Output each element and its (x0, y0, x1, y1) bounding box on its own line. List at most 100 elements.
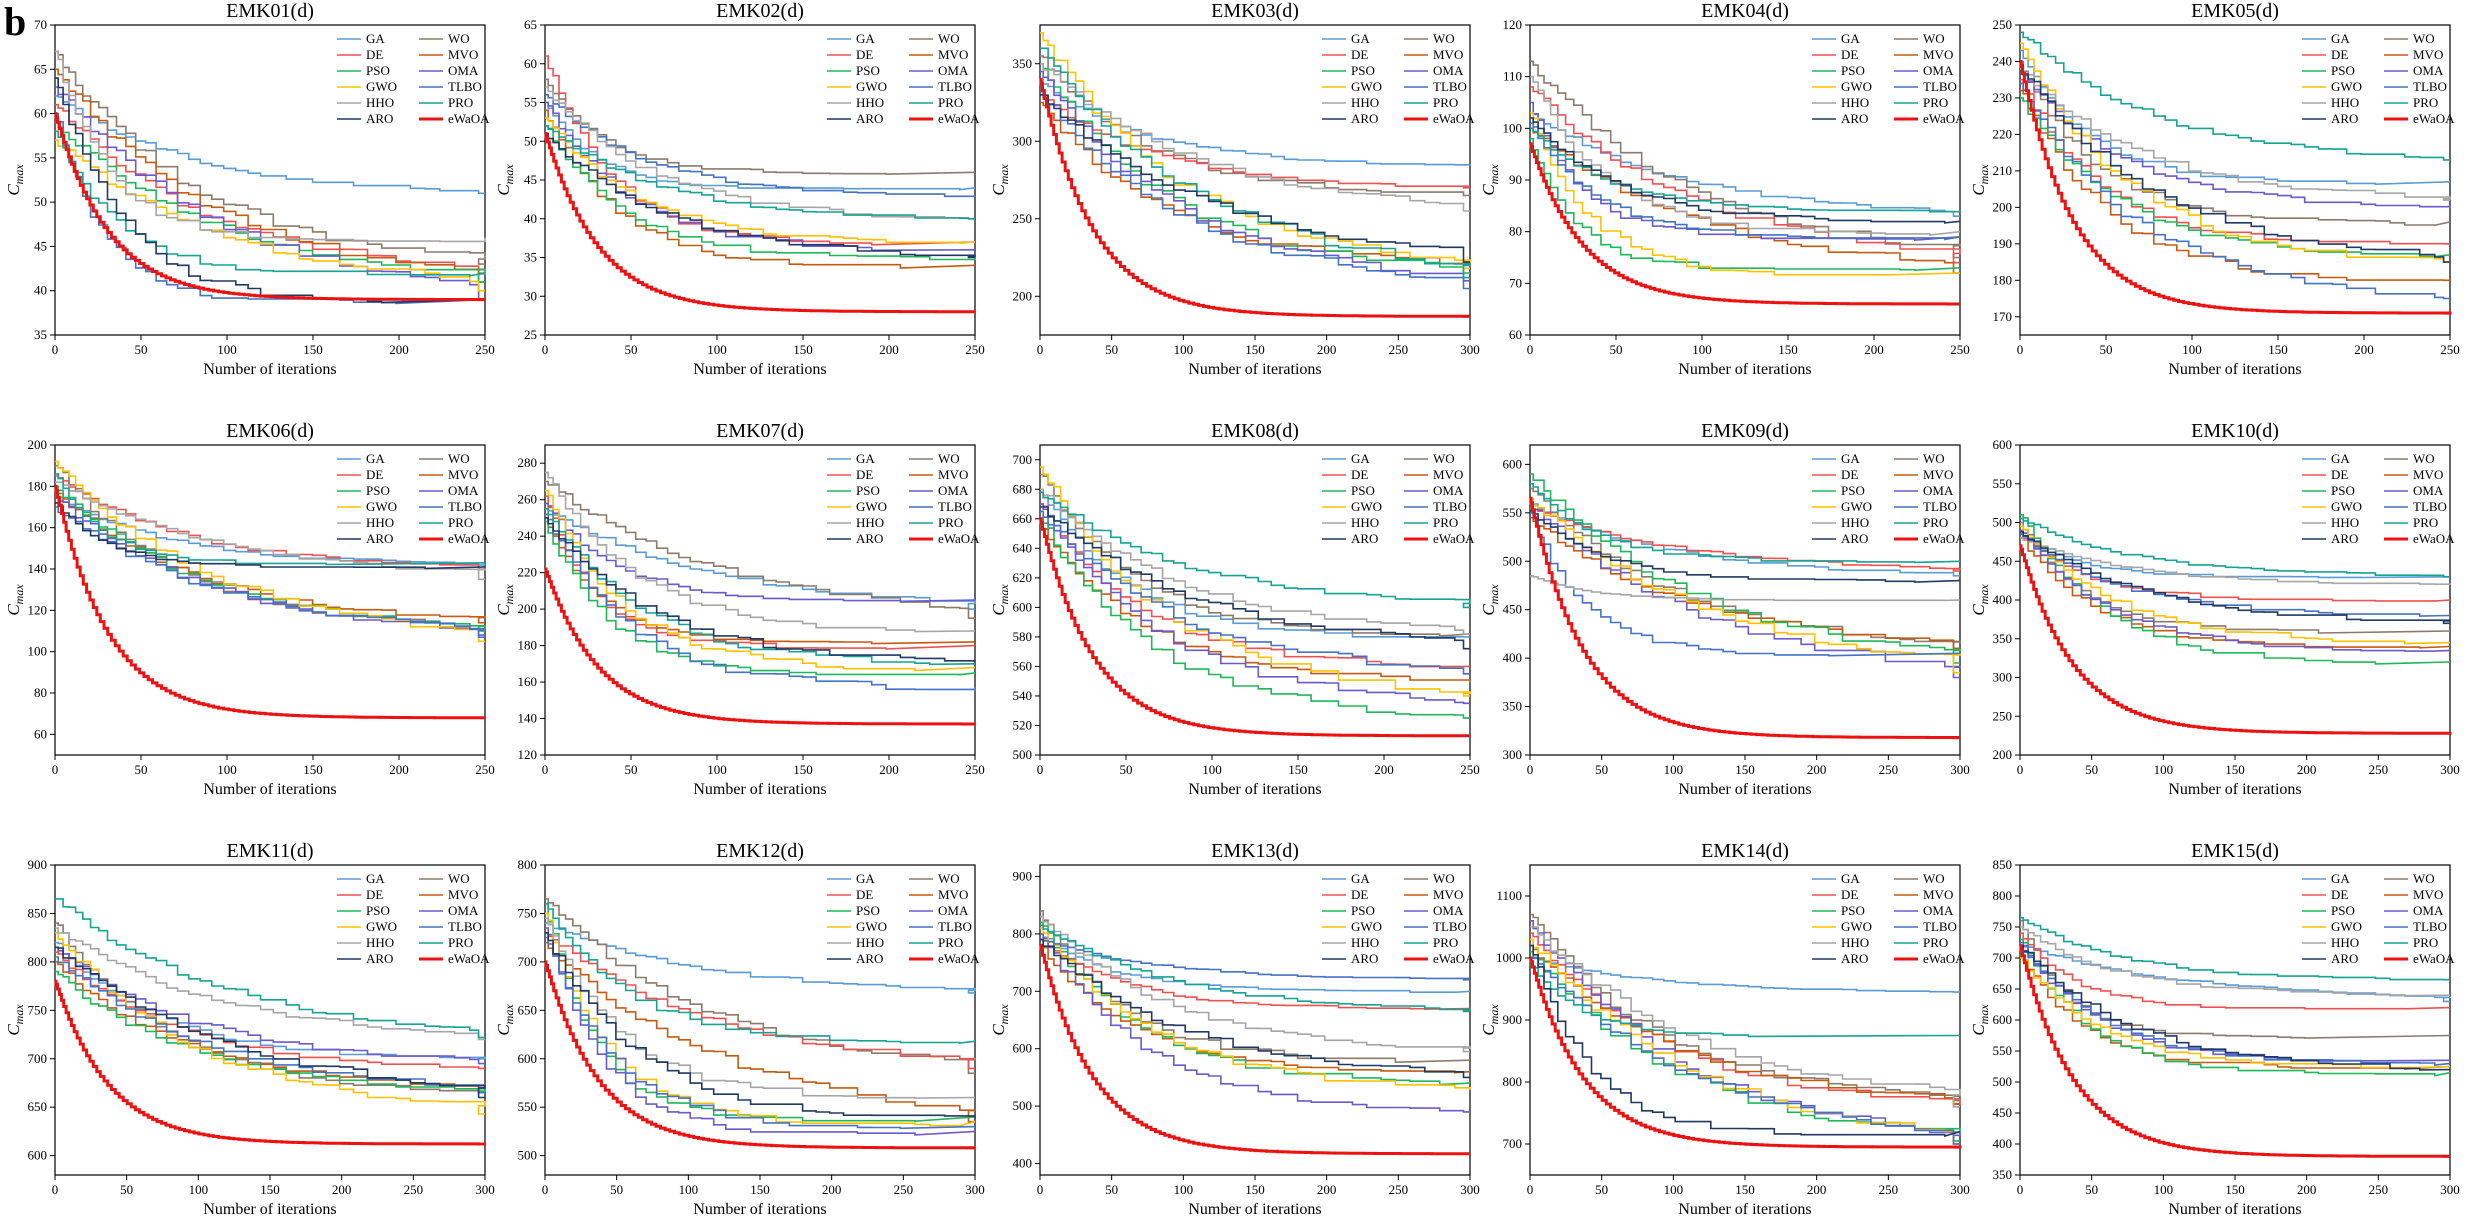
chart-14: EMK14(d) 0 50 100 150 200 250 300 700 800 900 1000 1… (1479, 840, 1970, 1218)
x-tick-label: 0 (2017, 1182, 2024, 1197)
legend-label-ga: GA (366, 871, 385, 886)
series-line-hho (545, 471, 976, 633)
series-line-ewaoa (1529, 956, 1962, 1149)
legend-label-de: DE (2331, 47, 2348, 62)
legend-label-tlbo: TLBO (1433, 79, 1467, 94)
legend-label-pro: PRO (938, 95, 963, 110)
chart-10: EMK10(d) 0 50 100 150 200 250 300 200 250 300 350 40… (1969, 420, 2460, 798)
x-axis-label: Number of iterations (2168, 361, 2301, 378)
series-line-pso (1530, 473, 1961, 664)
x-tick-label: 150 (793, 342, 813, 357)
series-line-aro (55, 946, 486, 1099)
y-tick-label: 700 (1993, 950, 2013, 965)
x-tick-label: 250 (475, 342, 495, 357)
y-tick-label: 180 (1993, 272, 2013, 287)
panel-letter: b (4, 0, 27, 44)
legend-label-mvo: MVO (1923, 47, 1953, 62)
series-line-gwo (2020, 957, 2451, 1069)
legend-label-wo: WO (448, 451, 470, 466)
legend-label-pro: PRO (1923, 515, 1948, 530)
legend-label-hho: HHO (1351, 515, 1379, 530)
series-line-oma (2020, 71, 2451, 209)
legend-label-pso: PSO (856, 903, 880, 918)
series-line-aro (1040, 506, 1470, 650)
series-line-gwo (2020, 42, 2450, 263)
x-tick-label: 150 (303, 762, 323, 777)
x-tick-label: 50 (135, 342, 148, 357)
y-tick-label: 200 (28, 437, 48, 452)
y-tick-label: 110 (1503, 69, 1522, 84)
series-line-pro (2020, 916, 2450, 981)
series-line-mvo (1530, 516, 1960, 650)
series-line-pro (545, 125, 975, 220)
series-line-de (545, 495, 976, 650)
series-line-wo (1530, 60, 1961, 259)
y-tick-label: 50 (524, 133, 537, 148)
x-tick-label: 150 (1735, 762, 1755, 777)
y-tick-label: 80 (1509, 224, 1522, 239)
legend-label-hho: HHO (1841, 95, 1869, 110)
legend-label-de: DE (1841, 887, 1858, 902)
y-tick-label: 140 (518, 711, 538, 726)
series-line-gwo (545, 489, 976, 672)
legend-label-ewaoa: eWaOA (2413, 111, 2455, 126)
legend-label-de: DE (1841, 47, 1858, 62)
series-line-de (545, 932, 976, 1070)
x-tick-label: 100 (1174, 342, 1194, 357)
series-line-ewaoa (1039, 943, 1470, 1156)
x-tick-label: 50 (2100, 342, 2113, 357)
x-tick-label: 150 (750, 1182, 770, 1197)
legend-label-hho: HHO (2331, 95, 2359, 110)
series-line-hho (55, 50, 486, 243)
legend-label-tlbo: TLBO (1923, 499, 1957, 514)
series-line-hho (2020, 926, 2451, 997)
x-tick-label: 0 (542, 762, 549, 777)
series-line-mvo (55, 68, 486, 283)
series-line-aro (545, 517, 976, 662)
legend-label-aro: ARO (856, 951, 883, 966)
x-tick-label: 200 (389, 762, 409, 777)
series-line-ga (545, 508, 976, 610)
x-tick-label: 250 (1950, 342, 1970, 357)
legend-label-oma: OMA (938, 903, 969, 918)
legend-label-wo: WO (2413, 871, 2435, 886)
series-line-pso (55, 485, 486, 632)
series-line-wo (2020, 920, 2451, 1039)
series-line-aro (1530, 117, 1961, 224)
x-axis-label: Number of iterations (693, 781, 826, 798)
series-line-pso (1530, 951, 1961, 1142)
x-tick-label: 100 (1692, 342, 1712, 357)
legend-label-gwo: GWO (1351, 499, 1382, 514)
x-tick-label: 200 (332, 1182, 352, 1197)
y-tick-label: 620 (1013, 570, 1033, 585)
y-tick-label: 550 (1993, 1043, 2013, 1058)
series-line-tlbo (1040, 90, 1470, 290)
legend-label-ewaoa: eWaOA (448, 111, 490, 126)
legend-label-ga: GA (1841, 451, 1860, 466)
y-tick-label: 800 (1503, 1074, 1523, 1089)
series-line-de (2020, 932, 2451, 1010)
y-tick-label: 800 (28, 954, 48, 969)
x-tick-label: 150 (2225, 762, 2245, 777)
x-tick-label: 50 (1105, 342, 1118, 357)
x-tick-label: 0 (2017, 342, 2024, 357)
legend-label-mvo: MVO (1433, 467, 1463, 482)
x-tick-label: 200 (879, 762, 899, 777)
legend-label-ewaoa: eWaOA (448, 951, 490, 966)
x-tick-label: 300 (2440, 1182, 2460, 1197)
legend-label-pso: PSO (366, 483, 390, 498)
y-tick-label: 900 (1503, 1012, 1523, 1027)
y-tick-label: 900 (1013, 868, 1033, 883)
legend-label-tlbo: TLBO (938, 499, 972, 514)
legend-label-pso: PSO (366, 903, 390, 918)
y-tick-label: 90 (1509, 172, 1522, 187)
series-line-hho (545, 917, 976, 1099)
x-tick-label: 150 (1245, 1182, 1265, 1197)
legend-label-ewaoa: eWaOA (938, 531, 980, 546)
series-line-wo (545, 78, 976, 175)
legend-label-ga: GA (856, 451, 875, 466)
y-axis-label: Cmax (4, 1004, 26, 1036)
y-tick-label: 40 (34, 283, 47, 298)
legend-label-de: DE (1351, 887, 1368, 902)
